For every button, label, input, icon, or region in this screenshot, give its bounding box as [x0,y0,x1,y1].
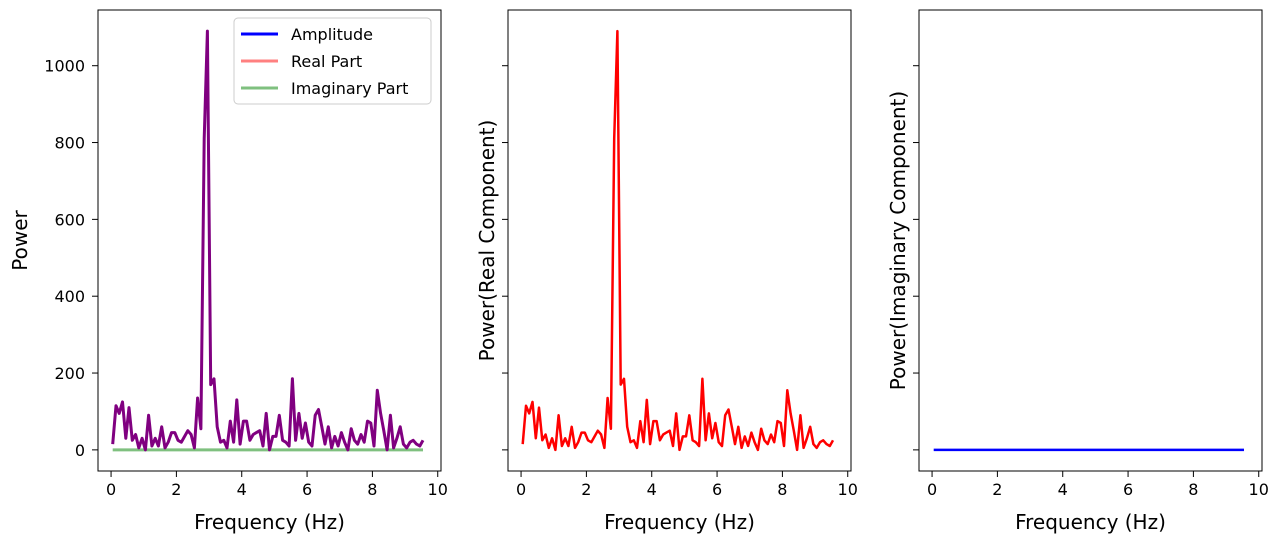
y-axis-label: Power(Imaginary Component) [886,91,910,390]
x-tick-label: 2 [171,480,181,499]
x-tick-label: 2 [992,480,1002,499]
x-tick-label: 0 [516,480,526,499]
x-tick-label: 0 [106,480,116,499]
x-tick-label: 6 [1123,480,1133,499]
x-axis-label: Frequency (Hz) [1015,510,1166,534]
y-axis-label: Power(Real Component) [475,120,499,362]
x-tick-label: 8 [777,480,787,499]
x-tick-label: 0 [927,480,937,499]
series-line [521,29,835,452]
legend-label: Imaginary Part [291,79,408,98]
series-line [111,29,425,452]
y-tick-label: 600 [54,210,85,229]
axes-frame [918,9,1263,472]
legend: Amplitude Real Part Imaginary Part [233,17,432,105]
x-tick-label: 4 [1058,480,1068,499]
x-axis-label: Frequency (Hz) [194,510,345,534]
x-tick-label: 6 [302,480,312,499]
x-axis-label: Frequency (Hz) [604,510,755,534]
axes-frame [97,9,442,472]
y-axis-label: Power [8,209,32,270]
y-tick-label: 400 [54,287,85,306]
x-tick-label: 10 [838,480,858,499]
legend-box [233,17,432,105]
y-tick-label: 800 [54,134,85,153]
chart-panel-1: 0 2 4 6 8 10 0 200 400 600 800 1000 Frequency (Hz) Po… [8,9,448,534]
y-tick-label: 1000 [44,57,85,76]
chart-panel-2: 0 2 4 6 8 10 Frequency (Hz) Power(Real Componen… [475,9,858,534]
legend-label: Real Part [291,52,362,71]
x-tick-label: 10 [1249,480,1269,499]
y-tick-label: 0 [75,441,85,460]
x-tick-label: 4 [237,480,247,499]
axes-frame [507,9,852,472]
legend-label: Amplitude [291,25,373,44]
x-tick-label: 2 [581,480,591,499]
y-tick-label: 200 [54,364,85,383]
x-tick-label: 8 [1188,480,1198,499]
x-tick-label: 10 [428,480,448,499]
x-tick-label: 4 [647,480,657,499]
chart-panel-3: 0 2 4 6 8 10 Frequency (Hz) Power(Imaginary Com… [886,9,1269,534]
x-tick-label: 8 [367,480,377,499]
x-tick-label: 6 [712,480,722,499]
